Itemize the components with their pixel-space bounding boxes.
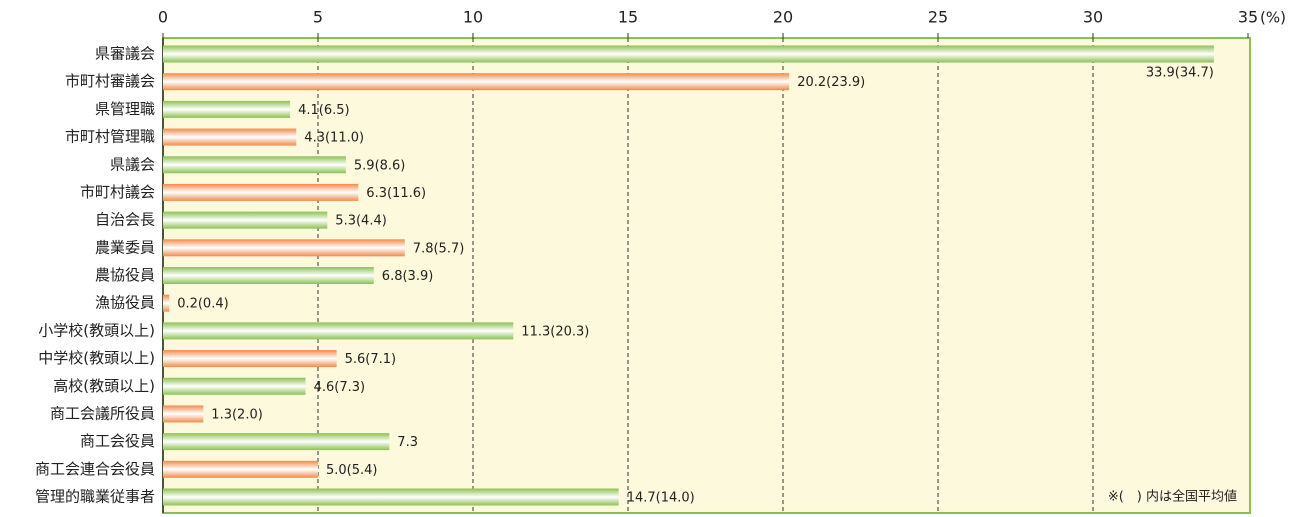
bar <box>163 350 337 368</box>
value-label: 5.3(4.4) <box>335 214 387 229</box>
value-label: 6.8(3.9) <box>382 269 434 284</box>
y-tick-label: 小学校(教頭以上) <box>38 321 155 339</box>
bar <box>163 156 346 174</box>
value-label: 1.3(2.0) <box>211 407 262 422</box>
y-tick-label: 商工会議所役員 <box>50 404 155 422</box>
bar <box>163 460 318 478</box>
x-tick-label: 30 <box>1083 8 1103 27</box>
value-label: 6.3(11.6) <box>366 186 426 201</box>
x-tick-label: 15 <box>618 8 638 27</box>
y-tick-label: 高校(教頭以上) <box>53 377 155 395</box>
bar <box>163 211 328 229</box>
y-tick-label: 市町村管理職 <box>65 128 155 146</box>
annotation: ※( ) 内は全国平均値 <box>1108 489 1237 505</box>
y-tick-label: 市町村審議会 <box>65 72 155 90</box>
y-tick-label: 農協役員 <box>95 266 155 284</box>
bar <box>163 433 390 451</box>
y-tick-label: 県審議会 <box>95 45 155 63</box>
value-label: 33.9(34.7) <box>1146 66 1214 81</box>
value-label: 7.8(5.7) <box>413 241 465 256</box>
x-tick-label: 25 <box>928 8 948 27</box>
y-tick-label: 農業委員 <box>95 238 155 256</box>
y-tick-label: 漁協役員 <box>95 294 155 312</box>
value-label: 5.9(8.6) <box>354 158 406 173</box>
value-label: 11.3(20.3) <box>521 324 589 339</box>
value-label: 4.6(7.3) <box>314 380 366 395</box>
y-tick-label: 市町村議会 <box>80 183 155 201</box>
bar <box>163 100 291 118</box>
x-tick-label: 5 <box>313 8 323 27</box>
value-label: 14.7(14.0) <box>627 491 695 506</box>
value-label: 5.0(5.4) <box>326 463 378 478</box>
x-tick-label: 20 <box>773 8 793 27</box>
value-label: 0.2(0.4) <box>177 297 229 312</box>
bar <box>163 73 790 91</box>
bar <box>163 488 619 506</box>
value-label: 20.2(23.9) <box>797 75 865 90</box>
y-tick-label: 自治会長 <box>95 211 155 229</box>
bar <box>163 267 374 284</box>
y-tick-label: 管理的職業従事者 <box>35 488 155 506</box>
x-tick-label: 0 <box>158 8 168 27</box>
value-label: 4.3(11.0) <box>304 131 364 146</box>
x-tick-label: 10 <box>463 8 483 27</box>
bar <box>163 45 1214 63</box>
bar <box>163 183 359 201</box>
bar <box>163 322 514 340</box>
value-label: 7.3 <box>397 435 418 450</box>
value-label: 5.6(7.1) <box>345 352 397 367</box>
bar <box>163 128 297 146</box>
y-tick-label: 商工会役員 <box>80 432 155 450</box>
x-tick-label: 35 <box>1238 8 1258 27</box>
bar <box>163 405 204 423</box>
value-label: 4.1(6.5) <box>298 103 350 118</box>
y-tick-label: 県議会 <box>110 155 155 173</box>
y-tick-label: 商工会連合会役員 <box>35 460 155 478</box>
y-tick-label: 県管理職 <box>95 100 155 118</box>
bar <box>163 239 405 257</box>
y-tick-label: 中学校(教頭以上) <box>38 349 155 367</box>
bar <box>163 294 170 312</box>
bar <box>163 377 306 395</box>
x-unit: (%) <box>1260 9 1286 27</box>
